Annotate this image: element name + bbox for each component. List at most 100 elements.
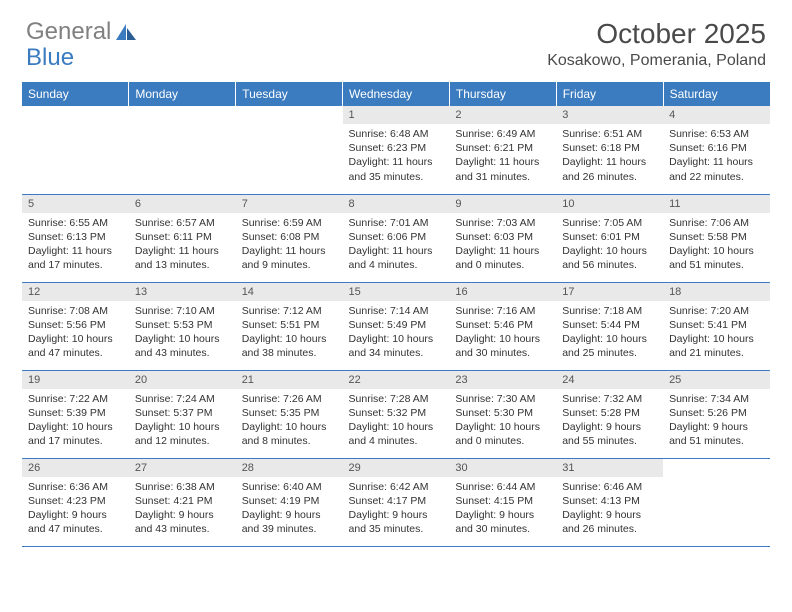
- day-details: Sunrise: 6:49 AMSunset: 6:21 PMDaylight:…: [449, 124, 556, 188]
- day-number: 23: [449, 371, 556, 389]
- calendar-week-row: 1Sunrise: 6:48 AMSunset: 6:23 PMDaylight…: [22, 106, 770, 194]
- day-details: Sunrise: 6:36 AMSunset: 4:23 PMDaylight:…: [22, 477, 129, 541]
- day-number: 22: [343, 371, 450, 389]
- day-number: 14: [236, 283, 343, 301]
- calendar-week-row: 26Sunrise: 6:36 AMSunset: 4:23 PMDayligh…: [22, 458, 770, 546]
- calendar-day-cell: [236, 106, 343, 194]
- day-header: Wednesday: [343, 82, 450, 106]
- day-header: Thursday: [449, 82, 556, 106]
- day-number: 3: [556, 106, 663, 124]
- day-number-empty: [22, 106, 129, 124]
- day-number: 31: [556, 459, 663, 477]
- calendar-day-cell: 21Sunrise: 7:26 AMSunset: 5:35 PMDayligh…: [236, 370, 343, 458]
- day-number: 27: [129, 459, 236, 477]
- calendar-day-cell: 28Sunrise: 6:40 AMSunset: 4:19 PMDayligh…: [236, 458, 343, 546]
- day-details: Sunrise: 7:01 AMSunset: 6:06 PMDaylight:…: [343, 213, 450, 277]
- day-details: Sunrise: 6:59 AMSunset: 6:08 PMDaylight:…: [236, 213, 343, 277]
- calendar-day-cell: 19Sunrise: 7:22 AMSunset: 5:39 PMDayligh…: [22, 370, 129, 458]
- logo-text-part1: General: [26, 18, 111, 46]
- calendar-day-cell: 18Sunrise: 7:20 AMSunset: 5:41 PMDayligh…: [663, 282, 770, 370]
- day-number: 18: [663, 283, 770, 301]
- calendar-week-row: 5Sunrise: 6:55 AMSunset: 6:13 PMDaylight…: [22, 194, 770, 282]
- calendar-day-cell: 6Sunrise: 6:57 AMSunset: 6:11 PMDaylight…: [129, 194, 236, 282]
- day-details: Sunrise: 7:22 AMSunset: 5:39 PMDaylight:…: [22, 389, 129, 453]
- bottom-rule: [22, 546, 770, 547]
- calendar-day-cell: 15Sunrise: 7:14 AMSunset: 5:49 PMDayligh…: [343, 282, 450, 370]
- calendar-day-cell: [129, 106, 236, 194]
- day-details: Sunrise: 7:28 AMSunset: 5:32 PMDaylight:…: [343, 389, 450, 453]
- day-details: Sunrise: 7:16 AMSunset: 5:46 PMDaylight:…: [449, 301, 556, 365]
- calendar-day-cell: 20Sunrise: 7:24 AMSunset: 5:37 PMDayligh…: [129, 370, 236, 458]
- month-title: October 2025: [547, 18, 766, 50]
- calendar-day-cell: 13Sunrise: 7:10 AMSunset: 5:53 PMDayligh…: [129, 282, 236, 370]
- calendar-day-cell: 22Sunrise: 7:28 AMSunset: 5:32 PMDayligh…: [343, 370, 450, 458]
- day-number-empty: [236, 106, 343, 124]
- calendar-day-cell: 24Sunrise: 7:32 AMSunset: 5:28 PMDayligh…: [556, 370, 663, 458]
- day-number: 11: [663, 195, 770, 213]
- calendar-day-cell: 4Sunrise: 6:53 AMSunset: 6:16 PMDaylight…: [663, 106, 770, 194]
- title-block: October 2025 Kosakowo, Pomerania, Poland: [547, 18, 766, 70]
- day-details: Sunrise: 6:51 AMSunset: 6:18 PMDaylight:…: [556, 124, 663, 188]
- day-details: Sunrise: 6:40 AMSunset: 4:19 PMDaylight:…: [236, 477, 343, 541]
- day-number-empty: [129, 106, 236, 124]
- day-details: Sunrise: 6:46 AMSunset: 4:13 PMDaylight:…: [556, 477, 663, 541]
- day-number: 7: [236, 195, 343, 213]
- calendar-day-cell: 17Sunrise: 7:18 AMSunset: 5:44 PMDayligh…: [556, 282, 663, 370]
- day-number: 30: [449, 459, 556, 477]
- day-details: Sunrise: 7:20 AMSunset: 5:41 PMDaylight:…: [663, 301, 770, 365]
- day-details: Sunrise: 7:08 AMSunset: 5:56 PMDaylight:…: [22, 301, 129, 365]
- calendar-day-cell: 25Sunrise: 7:34 AMSunset: 5:26 PMDayligh…: [663, 370, 770, 458]
- calendar-day-cell: 29Sunrise: 6:42 AMSunset: 4:17 PMDayligh…: [343, 458, 450, 546]
- calendar-day-cell: 16Sunrise: 7:16 AMSunset: 5:46 PMDayligh…: [449, 282, 556, 370]
- day-details: Sunrise: 6:38 AMSunset: 4:21 PMDaylight:…: [129, 477, 236, 541]
- day-number: 25: [663, 371, 770, 389]
- day-header: Sunday: [22, 82, 129, 106]
- day-details: Sunrise: 7:10 AMSunset: 5:53 PMDaylight:…: [129, 301, 236, 365]
- day-details: Sunrise: 7:03 AMSunset: 6:03 PMDaylight:…: [449, 213, 556, 277]
- calendar: SundayMondayTuesdayWednesdayThursdayFrid…: [22, 82, 770, 546]
- day-header: Monday: [129, 82, 236, 106]
- day-header: Tuesday: [236, 82, 343, 106]
- day-details: Sunrise: 7:26 AMSunset: 5:35 PMDaylight:…: [236, 389, 343, 453]
- calendar-day-cell: 23Sunrise: 7:30 AMSunset: 5:30 PMDayligh…: [449, 370, 556, 458]
- header: General October 2025 Kosakowo, Pomerania…: [0, 0, 792, 76]
- calendar-day-cell: 10Sunrise: 7:05 AMSunset: 6:01 PMDayligh…: [556, 194, 663, 282]
- calendar-day-cell: 1Sunrise: 6:48 AMSunset: 6:23 PMDaylight…: [343, 106, 450, 194]
- calendar-week-row: 19Sunrise: 7:22 AMSunset: 5:39 PMDayligh…: [22, 370, 770, 458]
- calendar-day-cell: [663, 458, 770, 546]
- day-details: Sunrise: 7:05 AMSunset: 6:01 PMDaylight:…: [556, 213, 663, 277]
- day-details: Sunrise: 7:24 AMSunset: 5:37 PMDaylight:…: [129, 389, 236, 453]
- calendar-day-cell: [22, 106, 129, 194]
- day-details: Sunrise: 7:18 AMSunset: 5:44 PMDaylight:…: [556, 301, 663, 365]
- day-details: Sunrise: 6:44 AMSunset: 4:15 PMDaylight:…: [449, 477, 556, 541]
- day-number: 19: [22, 371, 129, 389]
- day-number: 6: [129, 195, 236, 213]
- day-number: 4: [663, 106, 770, 124]
- day-header: Saturday: [663, 82, 770, 106]
- calendar-body: 1Sunrise: 6:48 AMSunset: 6:23 PMDaylight…: [22, 106, 770, 546]
- day-number: 15: [343, 283, 450, 301]
- day-header: Friday: [556, 82, 663, 106]
- day-number: 1: [343, 106, 450, 124]
- logo: General: [26, 18, 138, 46]
- day-details: Sunrise: 7:14 AMSunset: 5:49 PMDaylight:…: [343, 301, 450, 365]
- calendar-day-cell: 7Sunrise: 6:59 AMSunset: 6:08 PMDaylight…: [236, 194, 343, 282]
- logo-text-part2: Blue: [26, 44, 74, 72]
- calendar-day-cell: 8Sunrise: 7:01 AMSunset: 6:06 PMDaylight…: [343, 194, 450, 282]
- calendar-day-cell: 12Sunrise: 7:08 AMSunset: 5:56 PMDayligh…: [22, 282, 129, 370]
- day-details: Sunrise: 6:57 AMSunset: 6:11 PMDaylight:…: [129, 213, 236, 277]
- day-number: 29: [343, 459, 450, 477]
- location-text: Kosakowo, Pomerania, Poland: [547, 52, 766, 70]
- day-number: 17: [556, 283, 663, 301]
- day-number: 16: [449, 283, 556, 301]
- day-details: Sunrise: 7:30 AMSunset: 5:30 PMDaylight:…: [449, 389, 556, 453]
- calendar-day-cell: 11Sunrise: 7:06 AMSunset: 5:58 PMDayligh…: [663, 194, 770, 282]
- day-details: Sunrise: 6:53 AMSunset: 6:16 PMDaylight:…: [663, 124, 770, 188]
- calendar-table: SundayMondayTuesdayWednesdayThursdayFrid…: [22, 82, 770, 546]
- calendar-day-cell: 27Sunrise: 6:38 AMSunset: 4:21 PMDayligh…: [129, 458, 236, 546]
- day-number: 12: [22, 283, 129, 301]
- day-number: 20: [129, 371, 236, 389]
- calendar-day-cell: 2Sunrise: 6:49 AMSunset: 6:21 PMDaylight…: [449, 106, 556, 194]
- calendar-day-cell: 26Sunrise: 6:36 AMSunset: 4:23 PMDayligh…: [22, 458, 129, 546]
- logo-sail-icon: [114, 22, 138, 42]
